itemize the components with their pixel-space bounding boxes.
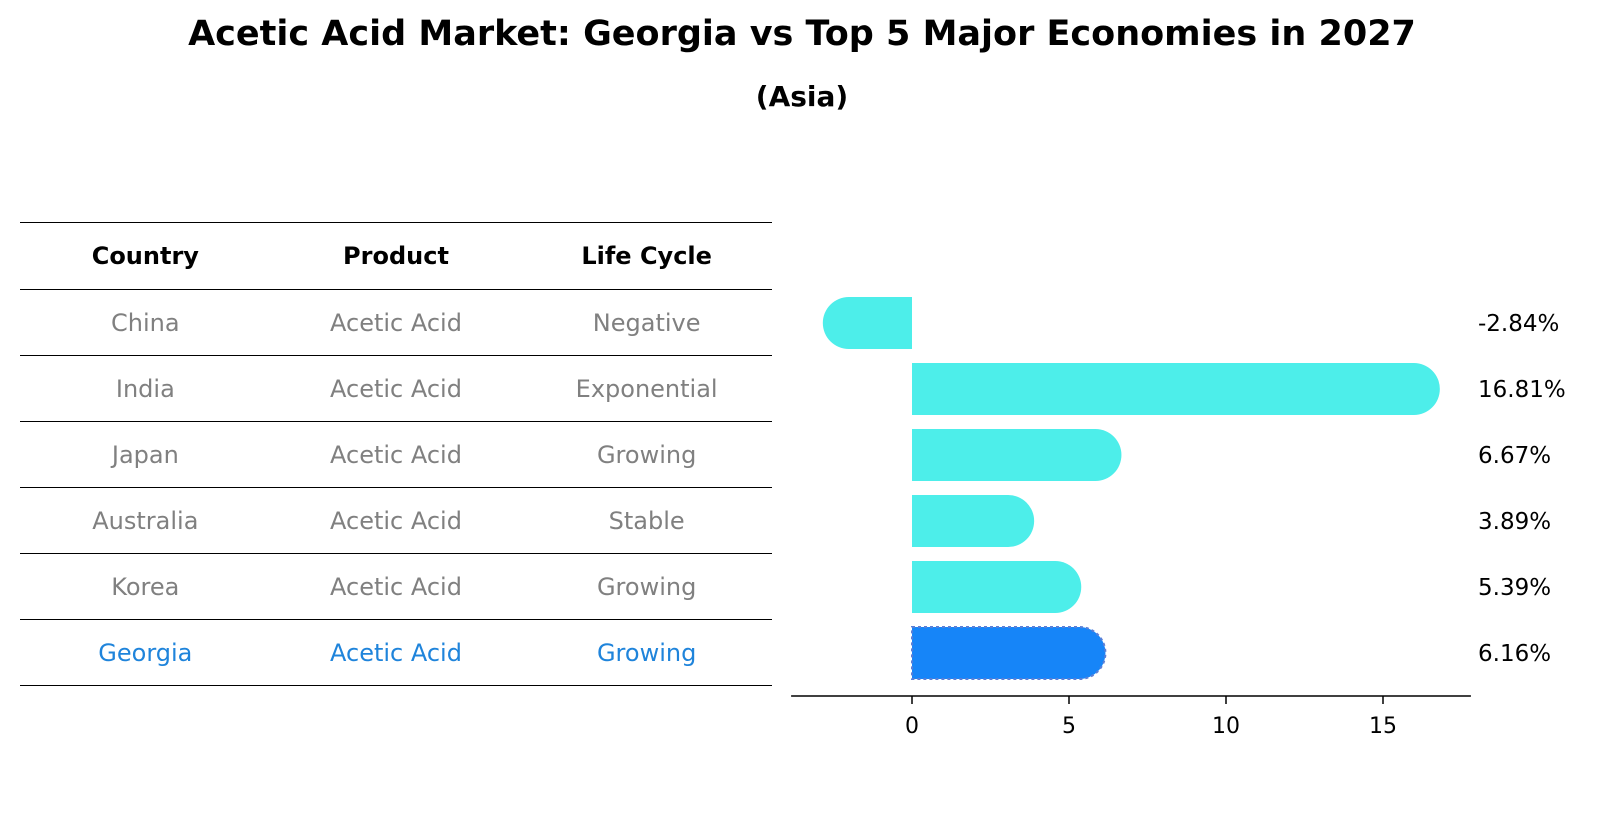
x-tick-label-0: 0 [905,714,919,739]
header-country: Country [91,242,199,270]
cell-life-cycle: Growing [596,638,697,667]
cell-product: Acetic Acid [330,374,462,403]
value-label-china: -2.84% [1478,311,1559,337]
chart-subtitle: (Asia) [755,80,849,113]
cell-country: Japan [111,440,179,469]
cell-life-cycle: Growing [596,440,697,469]
table-row: Australia Acetic Acid Stable [20,488,772,554]
table-row: Korea Acetic Acid Growing [20,554,772,620]
table-row: Japan Acetic Acid Growing [20,422,772,488]
value-label-australia: 3.89% [1478,509,1551,535]
cell-country: Korea [111,572,180,601]
bar-georgia [911,626,1107,680]
chart-title: Acetic Acid Market: Georgia vs Top 5 Maj… [188,14,1416,54]
bar-china [822,297,912,349]
bar-korea [912,561,1082,613]
x-tick-label-10: 10 [1212,714,1240,739]
cell-life-cycle: Growing [596,572,697,601]
cell-product: Acetic Acid [330,572,462,601]
value-label-korea: 5.39% [1478,575,1551,601]
bar-japan [912,429,1122,481]
value-label-japan: 6.67% [1478,443,1551,469]
cell-country: India [115,374,175,403]
cell-product: Acetic Acid [330,308,462,337]
bar-australia [912,495,1035,547]
cell-life-cycle: Negative [592,308,701,337]
cell-country: Georgia [98,638,193,667]
data-table: Country Product Life Cycle China Acetic … [20,222,772,686]
table-row: India Acetic Acid Exponential [20,356,772,422]
value-label-india: 16.81% [1478,377,1566,403]
bar-india [912,363,1440,415]
cell-product: Acetic Acid [330,440,462,469]
table-row: China Acetic Acid Negative [20,290,772,356]
cell-country: China [111,308,180,337]
cell-product: Acetic Acid [330,638,462,667]
cell-country: Australia [92,506,199,535]
table-header-row: Country Product Life Cycle [20,222,772,290]
cell-product: Acetic Acid [330,506,462,535]
header-life-cycle: Life Cycle [581,242,712,270]
cell-life-cycle: Exponential [575,374,718,403]
table-row-highlight: Georgia Acetic Acid Growing [20,620,772,686]
header-product: Product [343,242,449,270]
cell-life-cycle: Stable [608,506,685,535]
x-tick-label-5: 5 [1062,714,1076,739]
value-label-georgia: 6.16% [1478,641,1551,667]
x-tick-label-15: 15 [1369,714,1397,739]
